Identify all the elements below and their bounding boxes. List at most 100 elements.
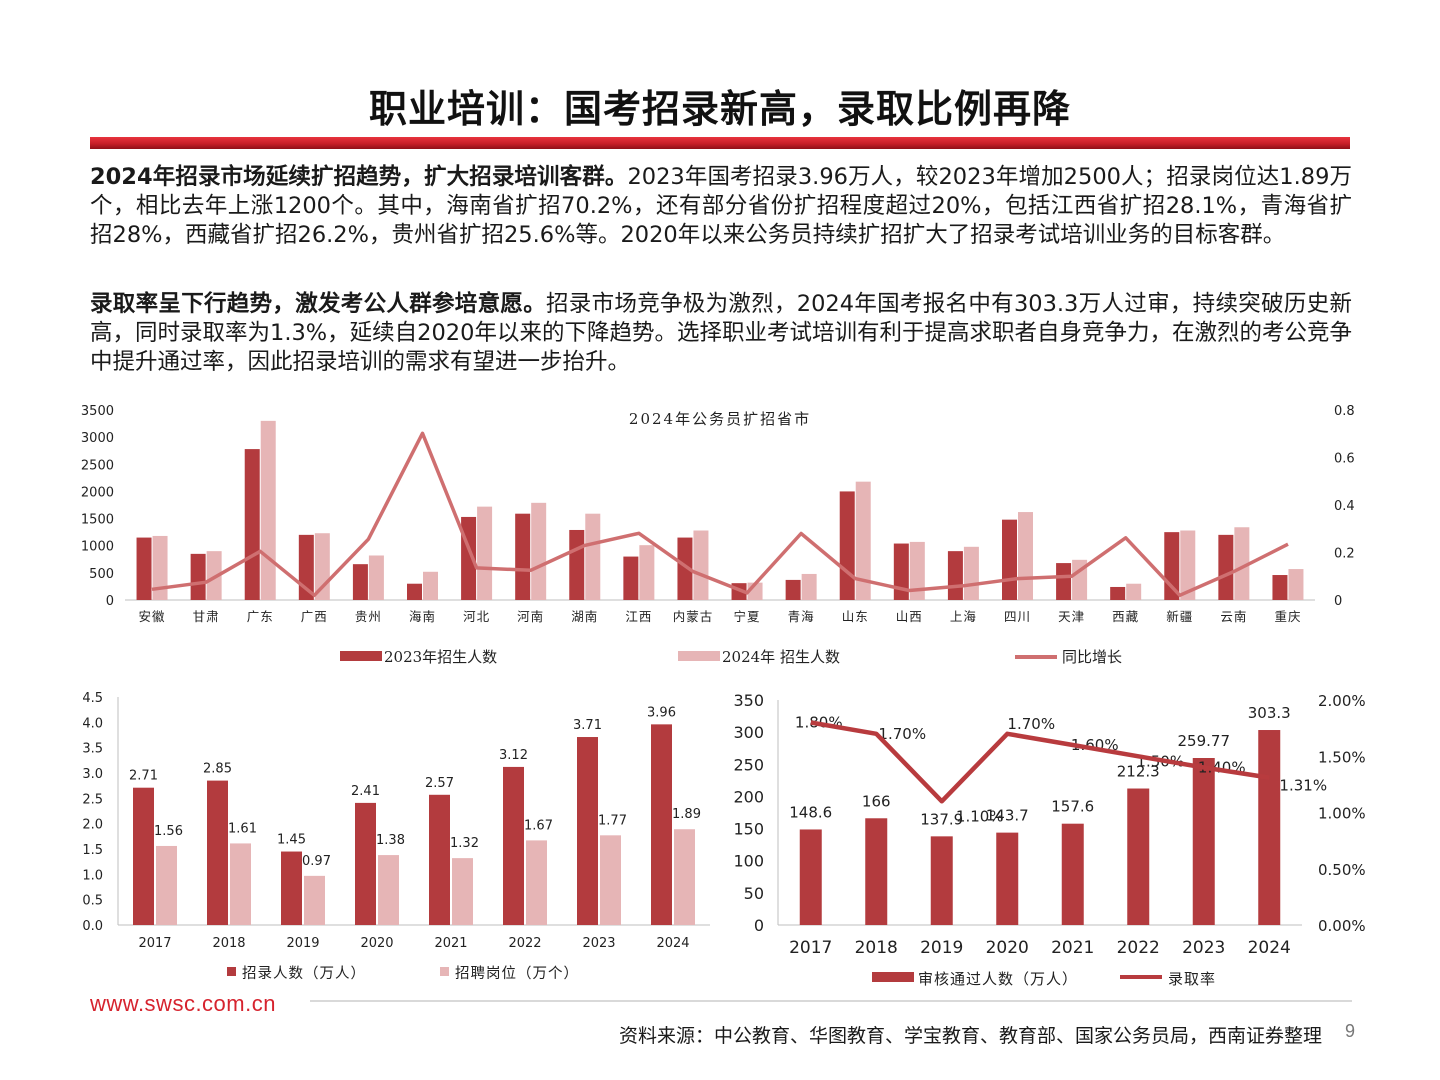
bar-2023: [677, 537, 693, 600]
footer-divider: [310, 1000, 1352, 1002]
bar-2024: [585, 513, 601, 600]
bar-recruitment: [651, 724, 672, 925]
bar-2023: [190, 553, 206, 600]
bar-2024: [477, 506, 493, 600]
bar-2023: [893, 543, 909, 600]
bar-positions: [600, 835, 621, 925]
bar-2023: [1110, 586, 1126, 600]
data-label-admission-rate: 1.10%: [956, 807, 1004, 825]
bar-positions: [526, 840, 547, 925]
data-label-positions: 1.32: [450, 836, 479, 851]
x-tick-label: 贵州: [355, 609, 382, 624]
x-tick-label: 2018: [855, 938, 898, 958]
data-label-recruitment: 2.57: [425, 776, 454, 791]
legend-label-2024: 2024年 招生人数: [722, 648, 840, 666]
bar-2024: [639, 545, 655, 600]
x-tick-label: 新疆: [1166, 609, 1193, 624]
y-left-tick-label: 1000: [81, 540, 114, 555]
y-right-tick-label: 0.4: [1334, 499, 1355, 514]
paragraph-2-body: 招录市场竞争极为激烈，2024年国考报名中有303.3万人过审，持续突破历史新高…: [90, 291, 1352, 375]
x-tick-label: 2020: [360, 936, 393, 951]
x-tick-label: 2019: [920, 938, 963, 958]
x-tick-label: 上海: [950, 609, 977, 624]
bar-2024: [152, 535, 168, 600]
x-tick-label: 天津: [1058, 609, 1085, 624]
x-tick-label: 山西: [896, 609, 923, 624]
x-tick-label: 海南: [409, 609, 436, 624]
bar-2023: [1272, 575, 1288, 600]
data-label-positions: 0.97: [302, 854, 331, 869]
x-tick-label: 青海: [788, 609, 815, 624]
data-label-admission-rate: 1.70%: [1007, 715, 1055, 733]
x-tick-label: 河北: [463, 609, 490, 624]
x-tick-label: 广西: [301, 609, 328, 624]
bar-positions: [378, 855, 399, 925]
x-tick-label: 西藏: [1112, 609, 1139, 624]
y-tick-label: 0.0: [82, 919, 103, 934]
x-tick-label: 2024: [1248, 938, 1291, 958]
bar-2024: [1288, 569, 1304, 600]
data-label-applicants: 212.3: [1117, 763, 1160, 781]
data-label-recruitment: 2.71: [129, 769, 158, 784]
y-left-tick-label: 200: [733, 787, 764, 806]
data-label-applicants: 137.9: [920, 810, 963, 828]
data-label-recruitment: 1.45: [277, 833, 306, 848]
y-left-tick-label: 3500: [81, 404, 114, 419]
data-label-positions: 1.56: [154, 824, 183, 839]
y-right-tick-label: 0.00%: [1318, 917, 1366, 935]
x-tick-label: 湖南: [571, 609, 598, 624]
data-label-applicants: 148.6: [789, 803, 832, 821]
x-tick-label: 云南: [1220, 609, 1247, 624]
legend-swatch-recruitment: [227, 967, 236, 976]
bar-recruitment: [133, 787, 154, 925]
bar-applicants: [799, 829, 822, 925]
bar-2023: [407, 583, 422, 600]
y-tick-label: 2.0: [82, 818, 103, 833]
legend-label-admission-rate: 录取率: [1168, 970, 1216, 988]
bar-2024: [801, 573, 817, 600]
x-tick-label: 2023: [1182, 938, 1225, 958]
legend-swatch-2024: [678, 651, 720, 661]
bar-2023: [1218, 534, 1234, 600]
title-underline-bar: [90, 137, 1350, 149]
data-label-positions: 1.38: [376, 833, 405, 848]
bar-2024: [1126, 583, 1142, 600]
x-tick-label: 2024: [656, 936, 689, 951]
x-tick-label: 重庆: [1274, 609, 1301, 624]
bar-2024: [531, 502, 547, 600]
y-tick-label: 3.0: [82, 767, 103, 782]
y-left-tick-label: 2500: [81, 458, 114, 473]
x-tick-label: 2019: [286, 936, 319, 951]
yoy-growth-line: [151, 431, 1289, 598]
bar-positions: [674, 829, 695, 925]
data-label-positions: 1.67: [524, 818, 553, 833]
data-label-recruitment: 3.96: [647, 705, 676, 720]
page-number: 9: [1345, 1021, 1356, 1041]
x-tick-label: 2021: [434, 936, 467, 951]
footer-url-link[interactable]: www.swsc.com.cn: [90, 991, 276, 1016]
footer-source-note: 资料来源：中公教育、华图教育、学宝教育、教育部、国家公务员局，西南证券整理: [618, 1025, 1322, 1047]
bar-recruitment: [207, 780, 228, 925]
bar-positions: [230, 843, 251, 925]
y-right-tick-label: 0: [1334, 594, 1342, 609]
bar-recruitment: [429, 794, 450, 925]
bar-2023: [623, 556, 639, 600]
y-right-tick-label: 0.6: [1334, 452, 1355, 467]
data-label-admission-rate: 1.31%: [1279, 777, 1327, 795]
bar-recruitment: [577, 737, 598, 925]
paragraph-admission-rate: 录取率呈下行趋势，激发考公人群参培意愿。招录市场竞争极为激烈，2024年国考报名…: [90, 290, 1352, 377]
bar-applicants: [996, 832, 1019, 925]
y-tick-label: 3.5: [82, 742, 103, 757]
legend-label-2023: 2023年招生人数: [384, 648, 497, 666]
y-right-tick-label: 0.2: [1334, 547, 1355, 562]
data-label-recruitment: 2.41: [351, 784, 380, 799]
y-right-tick-label: 0.50%: [1318, 861, 1366, 879]
y-tick-label: 0.5: [82, 894, 103, 909]
bar-2024: [1180, 530, 1196, 600]
bar-2024: [206, 551, 222, 600]
bar-applicants: [865, 818, 888, 925]
x-tick-label: 2023: [582, 936, 615, 951]
